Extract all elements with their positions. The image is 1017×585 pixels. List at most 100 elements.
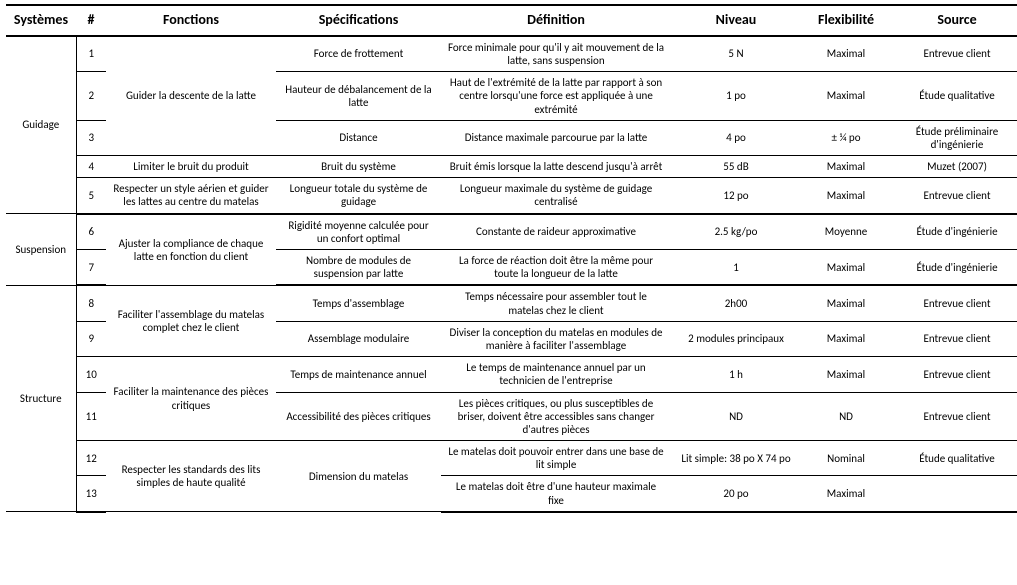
cell-spec: Hauteur de débalancement de la latte [276,72,441,121]
cell-spec: Assemblage modulaire [276,321,441,356]
cell-niv: 55 dB [671,156,801,178]
cell-fonction: Faciliter la maintenance des pièces crit… [106,357,276,441]
cell-niv: 4 po [671,120,801,155]
cell-def: Bruit émis lorsque la latte descend jusq… [441,156,671,178]
cell-flex: ND [801,392,891,441]
cell-def: Constante de raideur approximative [441,214,671,250]
cell-num: 12 [76,441,106,476]
cell-def: Longueur maximale du système de guidage … [441,178,671,214]
system-cell-guidage: Guidage [6,36,76,214]
cell-spec: Force de frottement [276,36,441,72]
cell-def: Le matelas doit pouvoir entrer dans une … [441,441,671,476]
cell-num: 4 [76,156,106,178]
system-cell-suspension: Suspension [6,214,76,286]
cell-def: Diviser la conception du matelas en modu… [441,321,671,356]
cell-num: 5 [76,178,106,214]
cell-num: 10 [76,357,106,392]
cell-src: Entrevue client [891,392,1017,441]
col-systemes: Systèmes [6,5,76,36]
cell-def: Le matelas doit être d'une hauteur maxim… [441,476,671,512]
cell-src [891,476,1017,512]
cell-flex: Maximal [801,156,891,178]
cell-niv: 1 [671,250,801,286]
cell-spec: Temps de maintenance annuel [276,357,441,392]
cell-niv: 2h00 [671,285,801,321]
cell-fonction: Ajuster la compliance de chaque latte en… [106,214,276,286]
cell-src: Étude d'ingénierie [891,250,1017,286]
col-flexibilite: Flexibilité [801,5,891,36]
cell-def: Force minimale pour qu'il y ait mouvemen… [441,36,671,72]
cell-niv: Lit simple: 38 po X 74 po [671,441,801,476]
cell-num: 2 [76,72,106,121]
cell-flex: Maximal [801,285,891,321]
cell-niv: 20 po [671,476,801,512]
col-specifications: Spécifications [276,5,441,36]
cell-num: 9 [76,321,106,356]
cell-num: 13 [76,476,106,512]
col-fonctions: Fonctions [106,5,276,36]
cell-niv: 5 N [671,36,801,72]
col-source: Source [891,5,1017,36]
cell-num: 1 [76,36,106,72]
cell-src: Muzet (2007) [891,156,1017,178]
cell-flex: Maximal [801,178,891,214]
cell-src: Étude qualitative [891,441,1017,476]
cell-flex: Maximal [801,321,891,356]
cell-spec: Distance [276,120,441,155]
cell-niv: 1 h [671,357,801,392]
cell-src: Entrevue client [891,357,1017,392]
cell-src: Étude qualitative [891,72,1017,121]
table-row: 12 Respecter les standards des lits simp… [6,441,1017,476]
table-row: Structure 8 Faciliter l'assemblage du ma… [6,285,1017,321]
specifications-table: Systèmes # Fonctions Spécifications Défi… [6,4,1017,513]
cell-niv: 2.5 kg/po [671,214,801,250]
cell-def: Temps nécessaire pour assembler tout le … [441,285,671,321]
cell-num: 3 [76,120,106,155]
cell-fonction: Limiter le bruit du produit [106,156,276,178]
table-row: 4 Limiter le bruit du produit Bruit du s… [6,156,1017,178]
col-num: # [76,5,106,36]
cell-num: 7 [76,250,106,286]
cell-src: Étude d'ingénierie [891,214,1017,250]
cell-flex: Maximal [801,357,891,392]
cell-spec: Accessibilité des pièces critiques [276,392,441,441]
cell-num: 8 [76,285,106,321]
cell-fonction: Faciliter l'assemblage du matelas comple… [106,285,276,356]
cell-src: Entrevue client [891,285,1017,321]
cell-spec: Bruit du système [276,156,441,178]
cell-fonction: Respecter un style aérien et guider les … [106,178,276,214]
cell-src: Entrevue client [891,36,1017,72]
cell-flex: Maximal [801,36,891,72]
cell-src: Entrevue client [891,178,1017,214]
cell-flex: Maximal [801,250,891,286]
cell-spec: Nombre de modules de suspension par latt… [276,250,441,286]
cell-spec: Dimension du matelas [276,441,441,512]
table-header-row: Systèmes # Fonctions Spécifications Défi… [6,5,1017,36]
cell-def: Distance maximale parcourue par la latte [441,120,671,155]
table-row: Guidage 1 Guider la descente de la latte… [6,36,1017,72]
cell-niv: 12 po [671,178,801,214]
cell-flex: Maximal [801,72,891,121]
cell-def: Haut de l'extrémité de la latte par rapp… [441,72,671,121]
cell-niv: 2 modules principaux [671,321,801,356]
cell-spec: Temps d'assemblage [276,285,441,321]
cell-niv: 1 po [671,72,801,121]
cell-num: 6 [76,214,106,250]
table-row: 5 Respecter un style aérien et guider le… [6,178,1017,214]
table-row: Suspension 6 Ajuster la compliance de ch… [6,214,1017,250]
col-niveau: Niveau [671,5,801,36]
system-cell-structure: Structure [6,285,76,511]
cell-fonction: Respecter les standards des lits simples… [106,441,276,512]
cell-def: Les pièces critiques, ou plus susceptibl… [441,392,671,441]
cell-niv: ND [671,392,801,441]
cell-flex: Maximal [801,476,891,512]
cell-def: La force de réaction doit être la même p… [441,250,671,286]
cell-def: Le temps de maintenance annuel par un te… [441,357,671,392]
cell-flex: ± ¼ po [801,120,891,155]
cell-fonction: Guider la descente de la latte [106,36,276,156]
table-row: 10 Faciliter la maintenance des pièces c… [6,357,1017,392]
cell-src: Étude préliminaire d'ingénierie [891,120,1017,155]
cell-spec: Longueur totale du système de guidage [276,178,441,214]
cell-src: Entrevue client [891,321,1017,356]
cell-num: 11 [76,392,106,441]
